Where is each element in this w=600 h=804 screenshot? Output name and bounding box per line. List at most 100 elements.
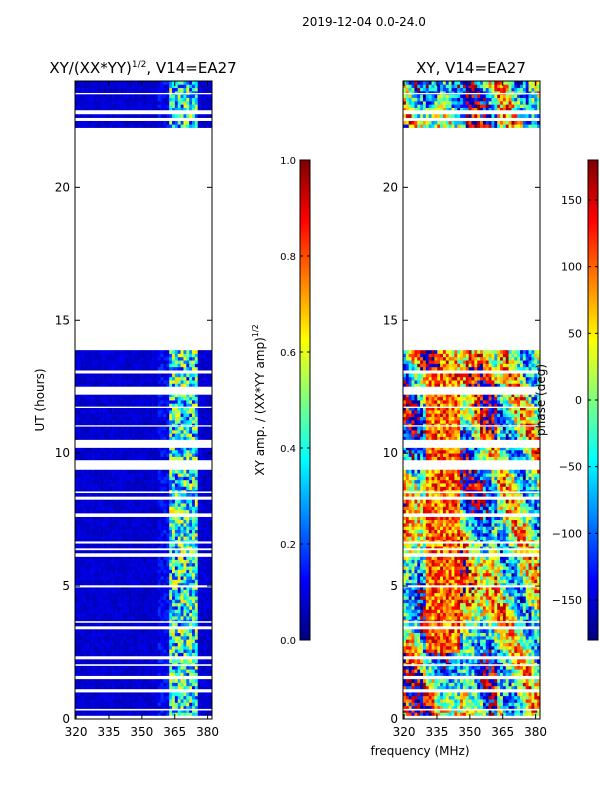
- heatmap-cell: [154, 403, 159, 408]
- heatmap-cell: [97, 396, 101, 401]
- heatmap-cell: [106, 400, 110, 404]
- heatmap-cell: [186, 559, 190, 564]
- heatmap-cell: [154, 596, 159, 600]
- heatmap-cell: [123, 453, 127, 457]
- heatmap-cell: [132, 649, 136, 653]
- heatmap-cell: [83, 562, 87, 567]
- heatmap-cell: [109, 100, 113, 105]
- heatmap-cell: [94, 90, 99, 95]
- heatmap-cell: [86, 649, 90, 653]
- heatmap-cell: [112, 546, 116, 550]
- heatmap-cell: [132, 433, 136, 437]
- heatmap-cell: [100, 426, 104, 431]
- heatmap-cell: [194, 516, 199, 521]
- heatmap-cell: [134, 409, 139, 414]
- heatmap-cell: [117, 356, 121, 361]
- heatmap-cell: [112, 100, 116, 105]
- heatmap-cell: [146, 679, 150, 683]
- heatmap-cell: [94, 486, 99, 491]
- heatmap-cell: [177, 403, 181, 408]
- heatmap-cell: [126, 486, 130, 491]
- heatmap-cell: [174, 383, 179, 388]
- heatmap-cell: [97, 536, 101, 540]
- heatmap-cell: [112, 366, 116, 371]
- heatmap-cell: [112, 419, 116, 424]
- heatmap-cell: [180, 419, 184, 424]
- heatmap-cell: [89, 409, 93, 414]
- heatmap-cell: [203, 579, 207, 584]
- heatmap-cell: [83, 90, 87, 95]
- heatmap-cell: [146, 519, 150, 524]
- heatmap-cell: [86, 672, 90, 677]
- heatmap-cell: [132, 350, 136, 354]
- heatmap-cell: [100, 685, 104, 690]
- heatmap-cell: [197, 642, 201, 647]
- heatmap-cell: [194, 100, 199, 105]
- heatmap-cell: [172, 426, 176, 431]
- heatmap-cell: [174, 582, 179, 587]
- heatmap-cell: [169, 692, 173, 697]
- heatmap-cell: [109, 519, 113, 524]
- heatmap-cell: [177, 542, 181, 547]
- heatmap-cell: [106, 499, 110, 504]
- heatmap-cell: [112, 572, 116, 577]
- heatmap-cell: [83, 695, 87, 700]
- heatmap-cell: [97, 409, 101, 414]
- heatmap-cell: [192, 363, 196, 368]
- heatmap-cell: [137, 97, 141, 102]
- heatmap-cell: [92, 669, 96, 673]
- heatmap-cell: [114, 669, 119, 673]
- heatmap-cell: [112, 699, 116, 703]
- heatmap-cell: [100, 522, 104, 527]
- heatmap-cell: [140, 665, 144, 670]
- heatmap-cell: [149, 592, 153, 597]
- heatmap-cell: [123, 606, 127, 610]
- heatmap-cell: [183, 493, 187, 497]
- heatmap-cell: [149, 453, 153, 457]
- heatmap-cell: [192, 350, 196, 354]
- heatmap-cell: [197, 682, 201, 687]
- heatmap-cell: [86, 586, 90, 590]
- heatmap-cell: [117, 383, 121, 388]
- heatmap-cell: [75, 366, 79, 371]
- heatmap-cell: [183, 360, 187, 364]
- heatmap-cell: [94, 476, 99, 481]
- heatmap-cell: [89, 652, 93, 657]
- heatmap-cell: [143, 456, 147, 461]
- heatmap-cell: [166, 669, 170, 673]
- heatmap-cell: [132, 532, 136, 537]
- heatmap-cell: [206, 569, 210, 574]
- heatmap-cell: [80, 692, 84, 697]
- heatmap-cell: [203, 709, 207, 713]
- heatmap-cell: [103, 576, 107, 580]
- heatmap-cell: [137, 536, 141, 540]
- heatmap-cell: [160, 586, 164, 590]
- heatmap-cell: [86, 373, 90, 378]
- heatmap-cell: [126, 546, 130, 550]
- heatmap-cell: [106, 509, 110, 514]
- heatmap-cell: [120, 542, 124, 547]
- heatmap-cell: [157, 606, 161, 610]
- heatmap-cell: [134, 360, 139, 364]
- heatmap-cell: [160, 609, 164, 614]
- heatmap-cell: [112, 120, 116, 125]
- heatmap-cell: [89, 449, 93, 454]
- heatmap-cell: [157, 695, 161, 700]
- heatmap-cell: [77, 486, 81, 491]
- heatmap-cell: [100, 366, 104, 371]
- heatmap-cell: [209, 536, 212, 540]
- heatmap-cell: [109, 104, 113, 108]
- heatmap-cell: [166, 373, 170, 378]
- heatmap-cell: [169, 709, 173, 713]
- heatmap-cell: [169, 579, 173, 584]
- heatmap-cell: [143, 104, 147, 108]
- heatmap-cell: [172, 94, 176, 99]
- heatmap-cell: [203, 120, 207, 125]
- heatmap-cell: [183, 602, 187, 607]
- heatmap-cell: [114, 503, 119, 507]
- heatmap-cell: [154, 449, 159, 454]
- heatmap-cell: [169, 406, 173, 411]
- heatmap-cell: [172, 679, 176, 683]
- heatmap-cell: [100, 413, 104, 418]
- heatmap-cell: [146, 449, 150, 454]
